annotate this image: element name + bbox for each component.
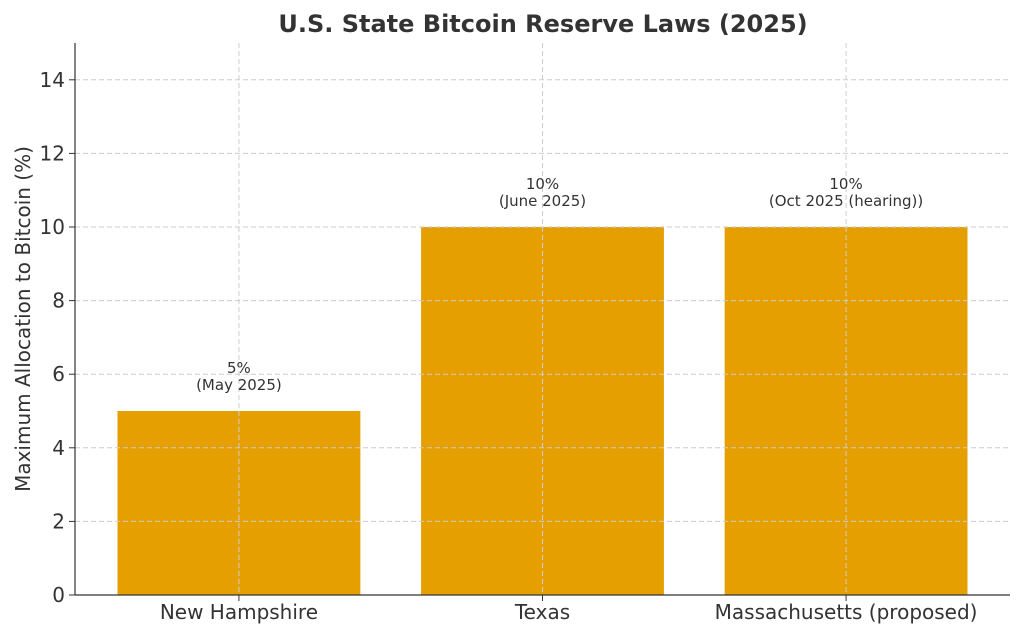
y-tick-label: 2 bbox=[52, 509, 65, 533]
y-tick-label: 0 bbox=[52, 583, 65, 607]
y-tick-label: 8 bbox=[52, 289, 65, 313]
y-tick-label: 10 bbox=[40, 215, 65, 239]
data-label-date: (June 2025) bbox=[499, 192, 586, 210]
data-label-value: 10% bbox=[829, 175, 862, 193]
data-label-value: 10% bbox=[526, 175, 559, 193]
data-label-date: (May 2025) bbox=[196, 376, 282, 394]
y-tick-label: 14 bbox=[40, 68, 65, 92]
y-axis-label: Maximum Allocation to Bitcoin (%) bbox=[11, 146, 35, 492]
y-tick-label: 4 bbox=[52, 436, 65, 460]
chart-title: U.S. State Bitcoin Reserve Laws (2025) bbox=[278, 10, 807, 38]
x-tick-label: New Hampshire bbox=[160, 600, 318, 624]
y-tick-label: 12 bbox=[40, 141, 65, 165]
x-tick-label: Massachusetts (proposed) bbox=[715, 600, 978, 624]
data-label-date: (Oct 2025 (hearing)) bbox=[769, 192, 923, 210]
y-tick-label: 6 bbox=[52, 362, 65, 386]
x-tick-label: Texas bbox=[514, 600, 570, 624]
data-label-value: 5% bbox=[227, 359, 251, 377]
